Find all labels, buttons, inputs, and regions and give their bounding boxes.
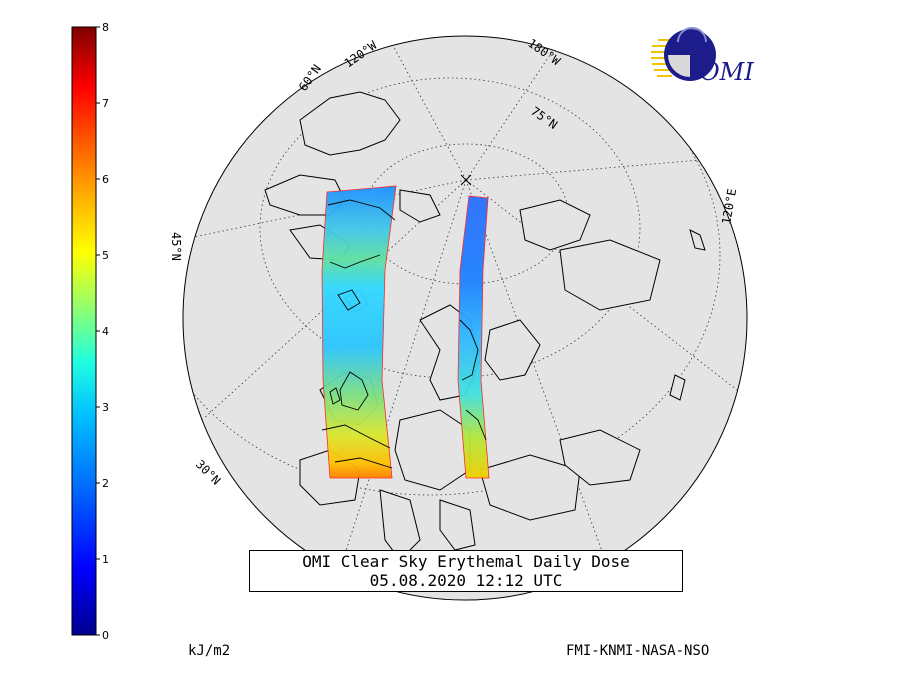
colorbar-tick-label: 6 (102, 173, 109, 186)
label-30n: 30°N (193, 457, 223, 487)
colorbar-tick-label: 4 (102, 325, 109, 338)
colorbar-units: kJ/m2 (188, 643, 231, 659)
colorbar-tick-label: 0 (102, 629, 109, 642)
colorbar-tick-label: 2 (102, 477, 109, 490)
title-line-2: 05.08.2020 12:12 UTC (369, 571, 563, 590)
north-pole-marker (460, 174, 472, 186)
omi-logo (648, 22, 758, 94)
label-45n: 45°N (169, 232, 183, 261)
colorbar-tick-label: 3 (102, 401, 109, 414)
colorbar-tick-label: 7 (102, 97, 109, 110)
colorbar-tick-label: 8 (102, 21, 109, 34)
swath-west (321, 185, 397, 479)
credit-text: FMI-KNMI-NASA-NSO (566, 643, 710, 659)
colorbar-tick-label: 5 (102, 249, 109, 262)
label-120e: 120°E (719, 188, 739, 226)
swath-east (457, 195, 490, 479)
colorbar-tick-label: 1 (102, 553, 109, 566)
colorbar-gradient (71, 26, 97, 636)
colorbar: 0 1 2 3 4 5 6 7 8 (71, 21, 109, 642)
title-line-1: OMI Clear Sky Erythemal Daily Dose (302, 552, 630, 571)
map-title: OMI Clear Sky Erythemal Daily Dose 05.08… (249, 550, 683, 592)
omi-logo-text: OMI (700, 58, 754, 86)
